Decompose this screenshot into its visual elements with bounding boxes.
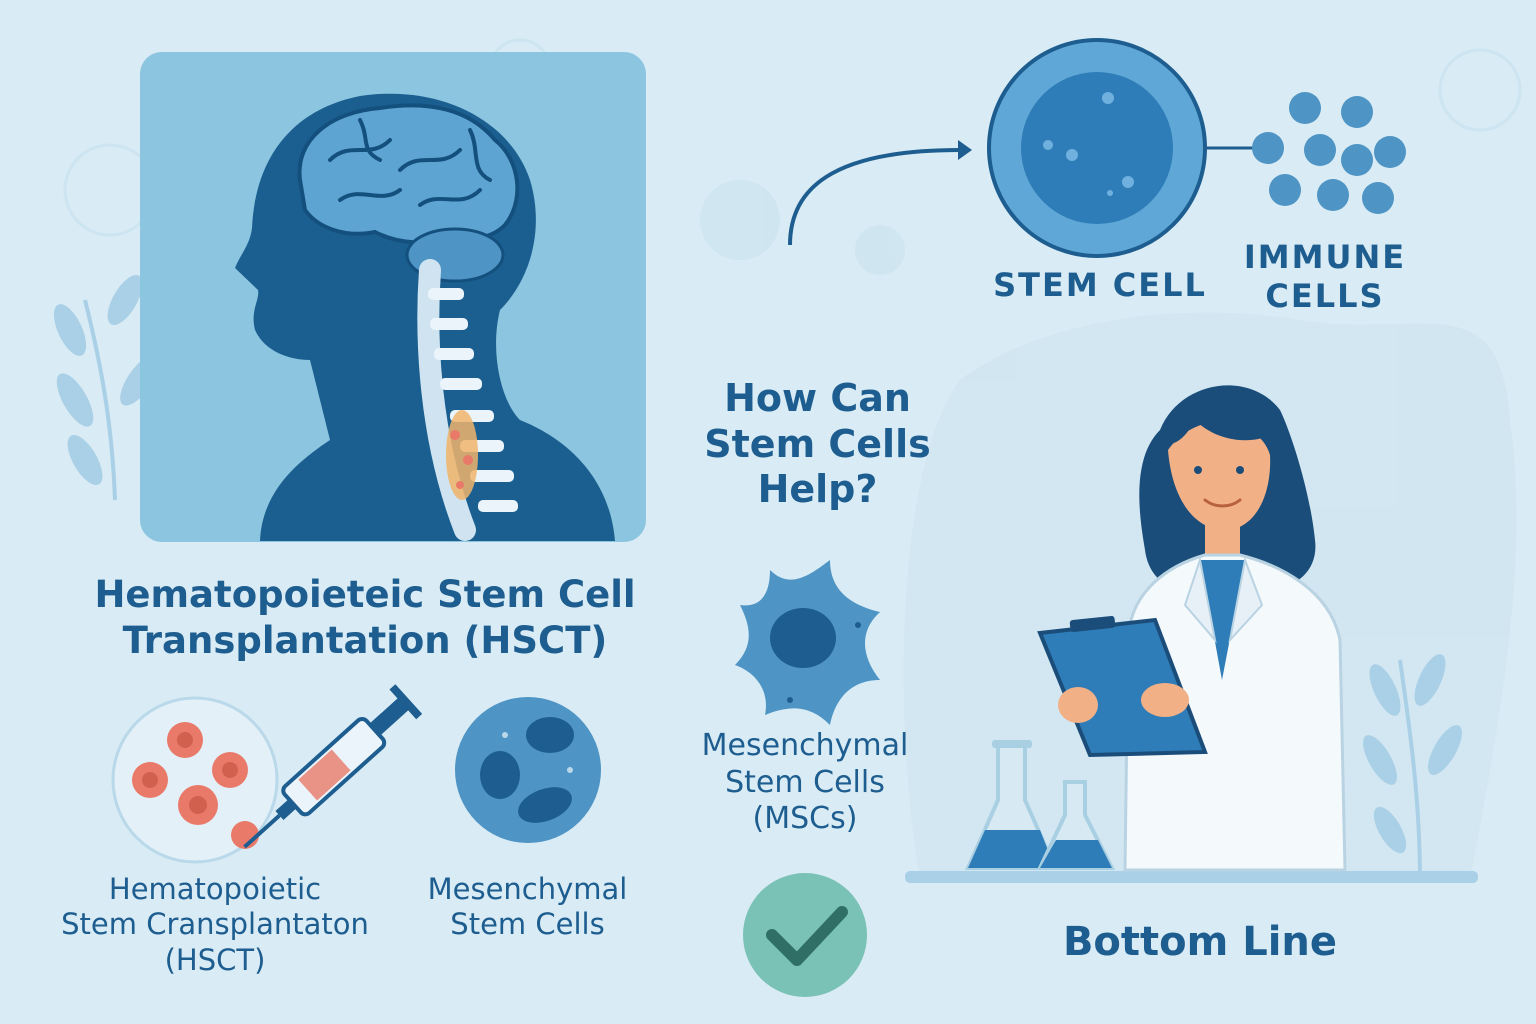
lab-bench [905,871,1478,883]
plant-right-icon [1363,654,1462,881]
stem-cell-icon [987,38,1255,258]
hsct-caption: Hematopoietic Stem Cransplantaton (HSCT) [61,872,369,977]
blood-cells-dish-icon [111,696,279,864]
scientist-illustration [1037,385,1347,872]
hsct-title: Hematopoieteic Stem Cell Transplantation… [94,573,636,663]
immune-cells-label: IMMUNE CELLS [1243,238,1407,316]
question-heading: How Can Stem Cells Help? [704,376,931,512]
mesenchymal-caption-left: Mesenchymal Stem Cells [427,872,628,942]
spine-icon [417,259,518,541]
stem-cell-label: STEM CELL [993,266,1207,304]
syringe-icon [243,684,423,849]
immune-cells-icon [1252,92,1406,214]
arrow-icon [788,140,972,246]
head-spine-panel [140,52,646,542]
mesenchymal-caption-center: Mesenchymal Stem Cells (MSCs) [701,728,909,837]
flask-small-icon [1036,780,1116,870]
mesenchymal-cell-icon [735,560,880,725]
mesenchymal-cells-circle-icon [455,697,601,843]
bottom-line-heading: Bottom Line [1062,919,1338,965]
brain-icon [297,103,520,283]
check-circle-icon [743,873,867,997]
